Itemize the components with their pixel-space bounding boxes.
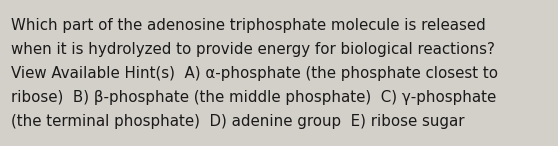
Text: ribose)  B) β-phosphate (the middle phosphate)  C) γ-phosphate: ribose) B) β-phosphate (the middle phosp… xyxy=(11,90,496,105)
Text: Which part of the adenosine triphosphate molecule is released: Which part of the adenosine triphosphate… xyxy=(11,18,486,33)
Text: (the terminal phosphate)  D) adenine group  E) ribose sugar: (the terminal phosphate) D) adenine grou… xyxy=(11,114,464,129)
Text: when it is hydrolyzed to provide energy for biological reactions?: when it is hydrolyzed to provide energy … xyxy=(11,42,495,57)
Text: View Available Hint(s)  A) α-phosphate (the phosphate closest to: View Available Hint(s) A) α-phosphate (t… xyxy=(11,66,498,81)
